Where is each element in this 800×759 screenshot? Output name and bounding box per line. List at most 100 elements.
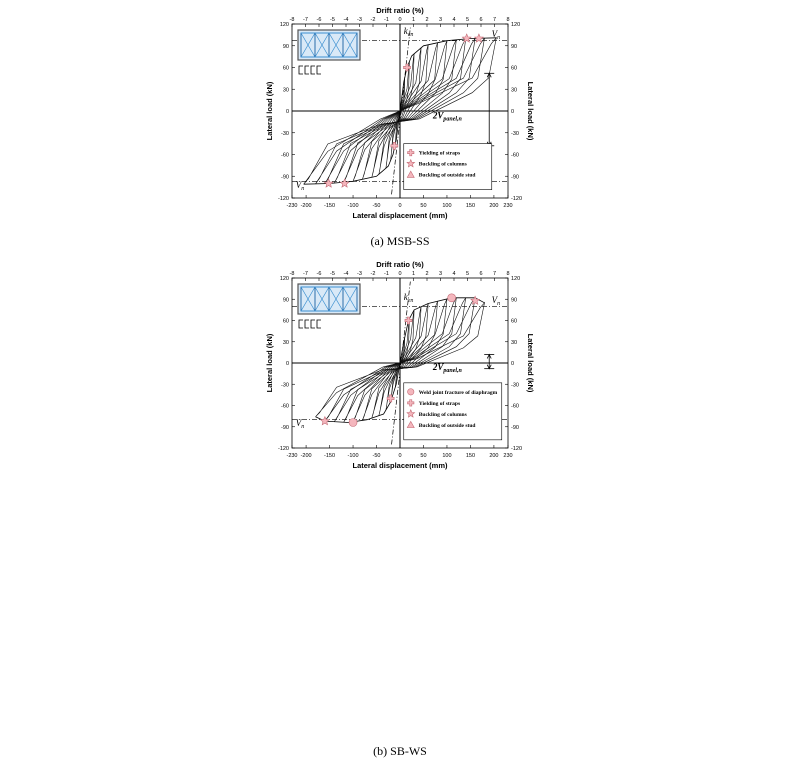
specimen-strap [300, 32, 316, 58]
weld-fracture-marker [348, 418, 358, 427]
y-axis-label-left: Lateral load (kN) [265, 333, 274, 392]
vn-symbol: V [296, 418, 303, 428]
y-tick-label-left: -60 [281, 153, 289, 159]
ken-subscript: en [408, 298, 414, 304]
x-axis-label: Lateral displacement (mm) [352, 461, 448, 470]
y-tick-label-left: 30 [283, 87, 289, 93]
section-channel-icon [316, 65, 321, 75]
vn-subscript: n [497, 35, 500, 41]
x-tick-label: -230 [286, 203, 297, 209]
section-channel-icon [298, 65, 303, 75]
hysteresis-loop [324, 297, 476, 422]
column-buckling-marker [319, 415, 330, 426]
specimen-strap [314, 32, 330, 58]
y-tick-label-right: -120 [511, 446, 522, 452]
vn-subscript: n [301, 424, 304, 430]
x-tick-label: 0 [398, 203, 401, 209]
ken-stiffness-line [391, 281, 411, 445]
x-tick-label: 150 [466, 453, 475, 459]
hysteresis-loop [352, 40, 448, 182]
vn-symbol: V [492, 29, 499, 39]
legend-symbol-fracture [407, 388, 415, 396]
y-tick-label-left: 60 [283, 319, 289, 325]
x-tick-label: 230 [503, 453, 512, 459]
ken-subscript: en [408, 32, 414, 38]
x-tick-label: 50 [420, 203, 426, 209]
weld-fracture-marker [447, 293, 456, 303]
vpanel-annotation: 2Vpanel,n [432, 110, 463, 122]
legend-box [403, 382, 503, 441]
ken-symbol: k [404, 292, 409, 302]
y-tick-label-right: 90 [511, 44, 517, 50]
y-tick-label-right: 120 [511, 276, 520, 282]
x-tick-label: 200 [489, 453, 498, 459]
hysteresis-loop [385, 309, 415, 411]
drift-tick-label: -2 [371, 271, 376, 277]
y-tick-label-left: 30 [283, 340, 289, 346]
envelope-positive [399, 37, 497, 112]
yield-marker [403, 63, 411, 72]
section-channel-icon [310, 65, 315, 75]
drift-tick-label: 8 [506, 17, 509, 23]
y-tick-label-left: -60 [281, 404, 289, 410]
yield-marker [404, 316, 413, 325]
x-axis-label: Lateral displacement (mm) [352, 211, 448, 220]
x-tick-label: 100 [442, 203, 451, 209]
drift-tick-label: 6 [479, 271, 482, 277]
y-tick-label-left: -30 [281, 131, 289, 137]
drift-tick-label: 2 [425, 17, 428, 23]
legend-symbol-yield [407, 149, 415, 157]
legend-symbol-buckling [406, 408, 416, 418]
ken-annotation: ken [404, 26, 414, 38]
vn-subscript: n [301, 186, 304, 192]
drift-axis-label: Drift ratio (%) [376, 6, 424, 15]
hysteresis-chart-a: -230 -200 -150 -100 -50 0 50 100 150 200 230-8 -7 -6… [265, 6, 535, 220]
drift-tick-label: -7 [303, 271, 308, 277]
y-tick-label-left: -90 [281, 425, 289, 431]
y-tick-label-right: -90 [511, 174, 519, 180]
ken-symbol: k [404, 26, 409, 36]
hysteresis-loop [343, 297, 457, 423]
specimen-strap [342, 286, 358, 312]
section-channel-icon [304, 65, 309, 75]
legend-entry: Buckling of columns [419, 162, 467, 168]
drift-axis-label: Drift ratio (%) [376, 260, 424, 269]
drift-tick-label: -3 [357, 17, 362, 23]
drift-tick-label: 0 [398, 271, 401, 277]
column-buckling-marker [470, 295, 481, 305]
envelope-negative [315, 362, 401, 423]
vn-symbol: V [492, 295, 499, 305]
hysteresis-chart-b: -230 -200 -150 -100 -50 0 50 100 150 200 230-8 -7 -6… [265, 260, 535, 470]
drift-tick-label: -6 [317, 17, 322, 23]
y-tick-label-left: -120 [278, 196, 289, 202]
vpanel-subscript: panel,n [442, 116, 462, 122]
y-tick-label-left: 0 [286, 109, 289, 115]
x-tick-label: -100 [348, 453, 359, 459]
y-tick-label-left: -30 [281, 382, 289, 388]
drift-tick-label: -7 [303, 17, 308, 23]
yield-marker [390, 142, 399, 150]
y-tick-label-left: 120 [280, 22, 289, 28]
y-tick-label-right: -30 [511, 131, 519, 137]
legend-entry: Weld joint fracture of diaphragm [419, 390, 498, 396]
vn-symbol: V [296, 180, 303, 190]
envelope-positive [399, 297, 485, 364]
hysteresis-loop [362, 42, 438, 180]
legend-entry: Buckling of columns [419, 412, 467, 418]
chart-panel-b: -230 -200 -150 -100 -50 0 50 100 150 200 230 -8 -7 -6… [0, 258, 800, 758]
hysteresis-loop [378, 306, 422, 416]
column-buckling-marker [461, 33, 472, 43]
caption-a: (a) MSB-SS [370, 234, 430, 248]
y-tick-label-right: -90 [511, 425, 519, 431]
column-buckling-marker [323, 178, 334, 188]
y-tick-label-left: -120 [278, 446, 289, 452]
drift-tick-label: 3 [439, 271, 442, 277]
drift-tick-label: -5 [330, 17, 335, 23]
ken-stiffness-line [391, 27, 411, 195]
hysteresis-loops [315, 297, 486, 423]
column-buckling-marker [473, 33, 484, 43]
drift-tick-label: -4 [344, 17, 349, 23]
y-tick-label-right: 60 [511, 66, 517, 72]
drift-tick-label: 8 [506, 271, 509, 277]
section-channel-icon [316, 319, 321, 329]
